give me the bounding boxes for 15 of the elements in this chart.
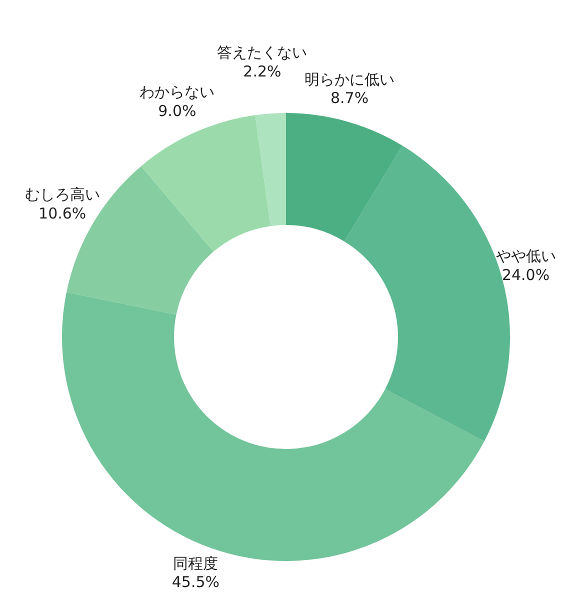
donut-slice (255, 113, 286, 226)
data-label: 2.2% (243, 62, 282, 80)
slice-label: 明らかに低い (304, 70, 395, 88)
donut-slice (286, 113, 402, 242)
data-label: 8.7% (330, 89, 369, 108)
slice-label: むしろ高い (24, 186, 100, 204)
slice-label: 同程度 (173, 554, 218, 572)
slice-label: 答えたくない (217, 44, 308, 62)
data-label: 10.6% (38, 204, 86, 222)
data-label: 24.0% (502, 266, 550, 284)
slice-label: わからない (140, 83, 215, 102)
data-label: 45.5% (172, 573, 220, 592)
donut-slice (141, 115, 271, 252)
data-label: 9.0% (158, 102, 196, 120)
slice-label: やや低い (496, 247, 556, 266)
